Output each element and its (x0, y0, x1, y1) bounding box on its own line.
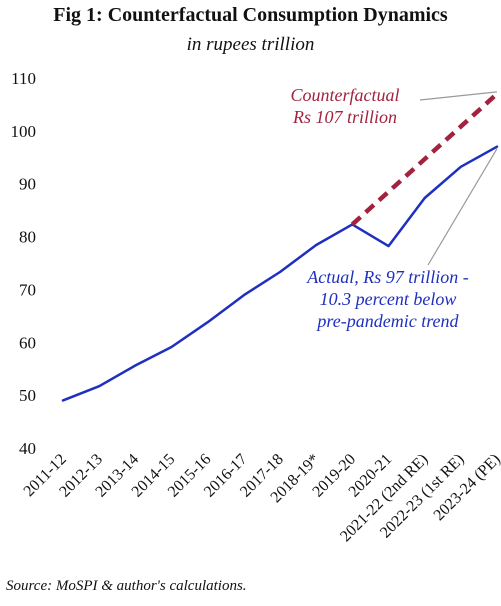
y-tick-label-60: 60 (19, 333, 36, 352)
series-line-actual (61, 145, 499, 402)
y-tick-label-70: 70 (19, 280, 36, 299)
y-tick-label-80: 80 (19, 228, 36, 247)
counterfactual-pointer-line (419, 91, 498, 101)
actual-pointer-line (427, 148, 498, 266)
counterfactual-annotation: Counterfactual Rs 107 trillion (270, 84, 420, 128)
y-tick-label-90: 90 (19, 175, 36, 194)
actual-annotation-line2: 10.3 percent below (319, 289, 457, 309)
y-tick-label-50: 50 (19, 386, 36, 405)
counterfactual-annotation-line1: Counterfactual (290, 85, 400, 105)
actual-annotation-line3: pre-pandemic trend (317, 311, 459, 331)
counterfactual-annotation-line2: Rs 107 trillion (292, 107, 397, 127)
y-tick-label-40: 40 (19, 439, 36, 458)
actual-annotation: Actual, Rs 97 trillion - 10.3 percent be… (292, 266, 484, 332)
chart-title: Fig 1: Counterfactual Consumption Dynami… (53, 4, 448, 26)
source-note: Source: MoSPI & author's calculations. (6, 578, 247, 594)
actual-annotation-line1: Actual, Rs 97 trillion - (307, 267, 469, 287)
y-tick-label-100: 100 (11, 122, 37, 141)
y-tick-label-110: 110 (11, 69, 36, 88)
series-line-counterfactual (350, 92, 499, 227)
chart-subtitle: in rupees trillion (186, 34, 315, 55)
